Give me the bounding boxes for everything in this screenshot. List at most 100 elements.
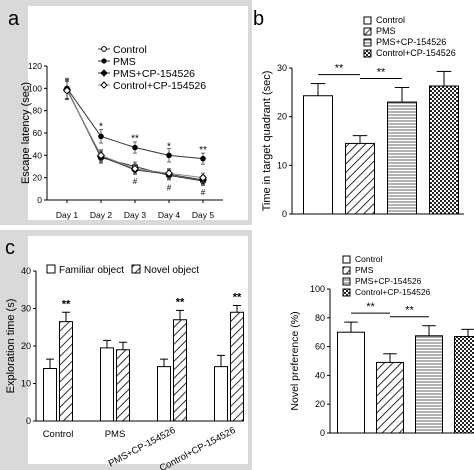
- data-point: [200, 155, 206, 162]
- legend-label: Control+CP-154526: [113, 80, 206, 92]
- y-tick-label: 80: [315, 313, 325, 323]
- significance-mark: **: [62, 298, 71, 310]
- y-tick-label: 10: [21, 379, 31, 389]
- y-tick-label: 30: [277, 63, 287, 73]
- data-point: [130, 164, 140, 173]
- y-tick-label: 60: [315, 342, 325, 352]
- x-tick-label: Day 4: [158, 210, 180, 220]
- x-tick-label: Day 5: [192, 210, 214, 220]
- bar: [387, 101, 417, 215]
- legend-label: Control+CP-154526: [355, 287, 431, 297]
- significance-mark: **: [377, 66, 386, 78]
- significance-mark: **: [199, 145, 207, 156]
- y-tick-label: 100: [310, 284, 325, 294]
- data-point: [164, 169, 174, 178]
- legend-swatch: [342, 277, 351, 286]
- significance-mark: **: [405, 305, 414, 317]
- target-quadrant-chart: 0 10 20 30 Time in target quadrant (sec) ** **…: [261, 15, 464, 219]
- bar: [454, 336, 474, 434]
- y-tick-label: 0: [320, 428, 325, 438]
- bar: [303, 95, 333, 215]
- data-point: [166, 152, 172, 159]
- x-tick-label: Day 1: [56, 210, 78, 220]
- x-tick-label: Day 3: [124, 210, 146, 220]
- y-tick-label: 40: [33, 150, 43, 160]
- x-tick-label: PMS: [105, 429, 126, 440]
- panel-a-letter: a: [8, 8, 20, 30]
- legend-swatch: [363, 49, 372, 58]
- bar: [116, 349, 130, 422]
- y-tick-label: 0: [26, 416, 31, 426]
- y-tick-label: 20: [315, 399, 325, 409]
- y-tick-label: 100: [28, 83, 42, 93]
- data-point: [132, 144, 138, 151]
- legend-swatch: [131, 264, 141, 274]
- y-tick-label: 80: [33, 106, 43, 116]
- legend-label: Control: [113, 44, 147, 56]
- legend-label: Control: [355, 254, 383, 264]
- significance-mark: **: [233, 292, 242, 304]
- y-tick-label: 20: [21, 341, 31, 351]
- bar: [230, 311, 244, 422]
- y-tick-label: 0: [282, 209, 287, 219]
- significance-mark: **: [131, 134, 139, 145]
- legend-label: Novel object: [144, 265, 199, 276]
- panel-a-plot-area: [28, 6, 248, 220]
- legend-label: Control: [376, 15, 405, 25]
- bar: [157, 366, 171, 422]
- y-tick-label: 40: [315, 370, 325, 380]
- legend-swatch: [363, 27, 372, 36]
- significance-mark: **: [335, 63, 344, 75]
- legend-label: Familiar object: [59, 265, 124, 276]
- legend-swatch: [342, 266, 351, 275]
- novel-preference-chart: 0 20 40 60 80 100 Novel preference (%) ** ** Cont…: [289, 254, 474, 438]
- bar: [345, 142, 375, 215]
- escape-latency-chart: 0 20 40 60 80 100 120 Day 1 Day 2 Day 3 Day 4 Day 5…: [20, 44, 223, 220]
- y-tick-label: 40: [21, 266, 31, 276]
- bar: [59, 321, 73, 422]
- legend-swatch: [363, 38, 372, 47]
- data-point: [96, 151, 106, 160]
- y-tick-label: 20: [277, 112, 287, 122]
- data-point: [198, 173, 208, 182]
- exploration-time-chart: 0 10 20 30 40 Exploration time (s) ** ** ** Contr…: [5, 264, 244, 470]
- legend-marker: [100, 69, 108, 77]
- data-point: [98, 133, 104, 140]
- legend-swatch: [363, 16, 372, 25]
- y-tick-label: 10: [277, 160, 287, 170]
- legend-marker: [101, 58, 107, 64]
- bar: [100, 347, 114, 422]
- significance-mark: #: [167, 184, 172, 193]
- legend-swatch: [46, 264, 56, 274]
- y-tick-label: 20: [33, 173, 43, 183]
- y-axis-label: Exploration time (s): [5, 299, 17, 394]
- panel-b-letter: b: [253, 8, 264, 30]
- bar: [43, 368, 57, 422]
- bar: [173, 319, 187, 422]
- x-tick-label: Control: [43, 429, 74, 440]
- legend-label: PMS+CP-154526: [113, 68, 195, 80]
- data-point: [62, 86, 72, 95]
- bar: [337, 331, 365, 434]
- bar: [429, 85, 459, 215]
- legend-label: PMS: [376, 26, 396, 36]
- significance-mark: #: [133, 177, 138, 186]
- y-axis-label: Time in target quadrant (sec): [261, 71, 273, 212]
- y-axis-label: Novel preference (%): [289, 311, 301, 410]
- x-tick-label: Day 2: [90, 210, 112, 220]
- legend-label: Control+CP-154526: [376, 48, 456, 58]
- legend-label: PMS: [113, 56, 136, 68]
- bar: [376, 361, 404, 434]
- y-tick-label: 120: [28, 61, 42, 71]
- legend-swatch: [342, 255, 351, 264]
- y-tick-label: 0: [37, 195, 42, 205]
- bar: [415, 335, 443, 434]
- significance-mark: #: [201, 188, 206, 197]
- legend-marker: [101, 46, 107, 52]
- y-tick-label: 30: [21, 304, 31, 314]
- legend-label: PMS+CP-154526: [376, 37, 446, 47]
- significance-mark: *: [167, 141, 171, 152]
- legend-label: PMS: [355, 265, 374, 275]
- y-tick-label: 60: [33, 128, 43, 138]
